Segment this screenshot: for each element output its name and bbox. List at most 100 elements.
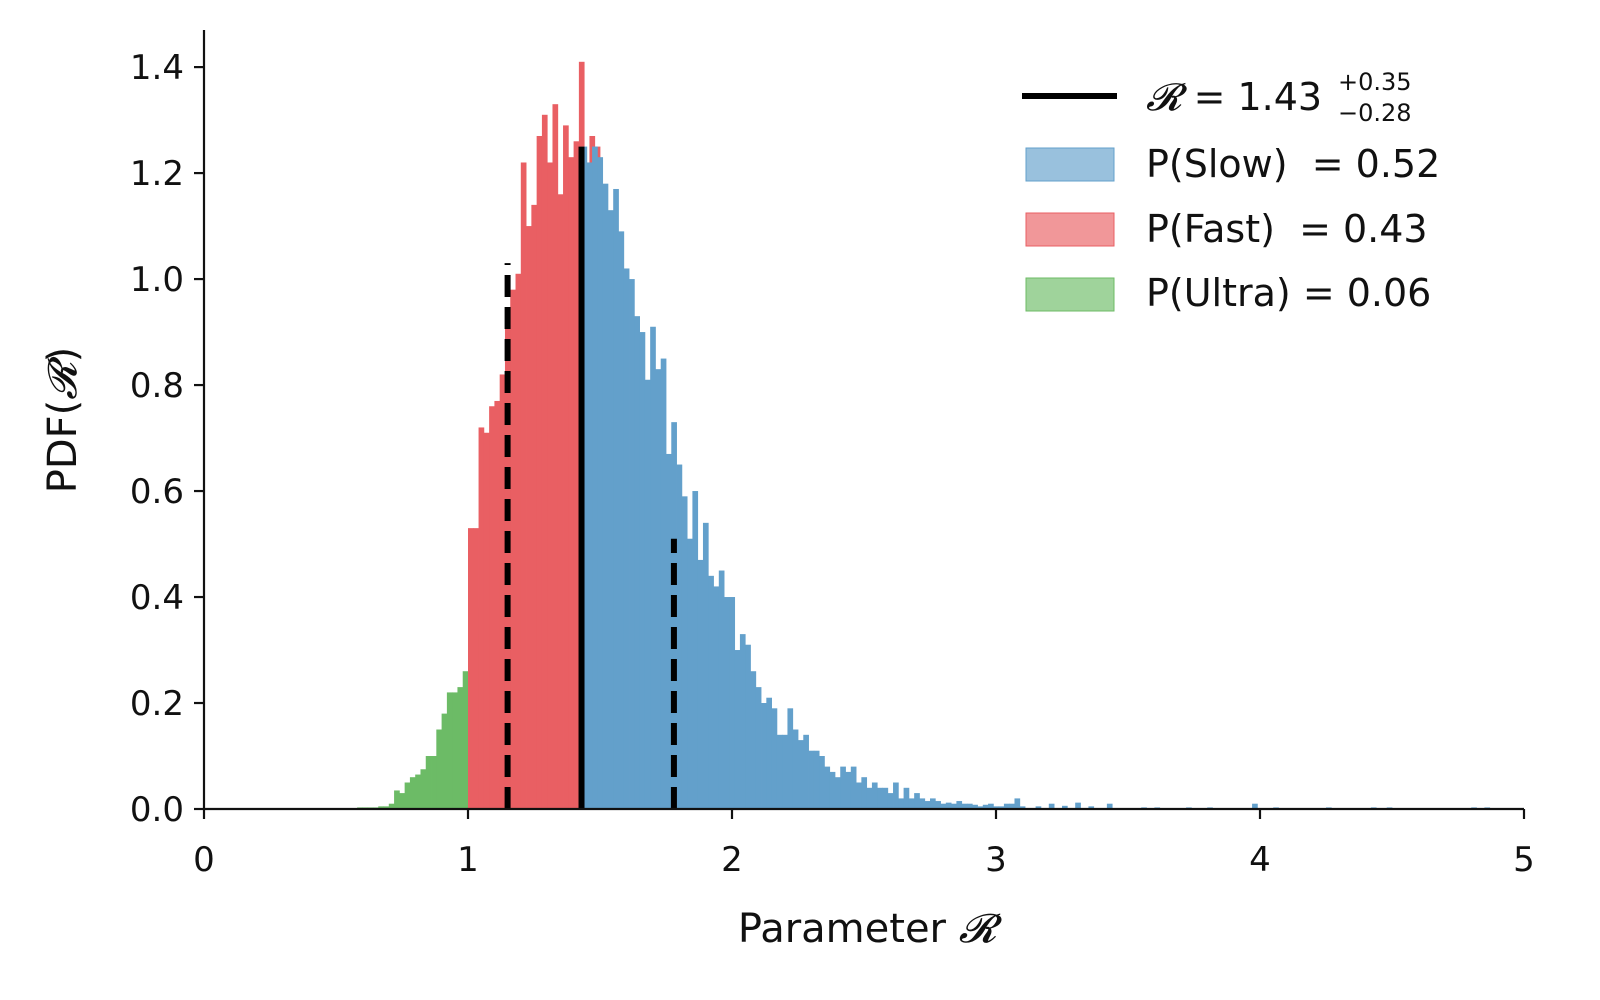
bar-pslow-24 (708, 575, 714, 809)
bar-pslow-56 (877, 787, 883, 809)
bar-pslow-88 (1088, 806, 1095, 809)
bar-pslow-77 (988, 803, 994, 809)
bar-pslow-64 (919, 798, 926, 809)
legend: 𝓡 = 1.43 +0.35 −0.28 P(Slow) = 0.52 P(Fa… (1022, 68, 1440, 315)
bar-pslow-3 (597, 157, 604, 809)
bar-pslow-79 (998, 806, 1005, 809)
bar-pslow-38 (782, 734, 788, 809)
credible-interval-lines (504, 146, 677, 809)
bar-pfast-13 (536, 135, 543, 810)
bar-pslow-29 (734, 650, 741, 809)
bar-pslow-35 (766, 697, 772, 809)
bar-pslow-19 (681, 496, 688, 809)
bar-pslow-71 (956, 801, 963, 809)
bar-pslow-84 (1035, 806, 1042, 809)
bar-pfast-0 (468, 528, 474, 809)
bar-pslow-12 (644, 379, 651, 809)
x-axis-ticks: 0 1 2 3 4 5 (193, 809, 1535, 880)
bar-pslow-50 (845, 771, 852, 809)
bar-pslow-14 (655, 369, 662, 809)
bar-pslow-61 (903, 787, 910, 809)
bar-pultra-13 (425, 756, 432, 809)
bar-pslow-62 (908, 798, 915, 809)
bar-pslow-31 (745, 644, 751, 809)
bar-pfast-2 (478, 427, 485, 809)
y-axis-title-symbol: 𝓡 (40, 356, 86, 400)
legend-median-sub: −0.28 (1338, 99, 1412, 127)
bar-pslow-13 (650, 326, 656, 809)
bar-pslow-7 (618, 231, 625, 809)
bar-pslow-70 (951, 803, 957, 809)
bar-pfast-18 (563, 125, 569, 809)
bar-pfast-15 (547, 162, 553, 810)
bar-pslow-89 (1106, 803, 1113, 809)
bar-pslow-27 (724, 597, 730, 809)
bar-pslow-60 (898, 798, 904, 809)
bar-pfast-1 (473, 528, 479, 809)
x-axis-title-text: Parameter (738, 906, 959, 952)
x-tick-label-4: 4 (1249, 840, 1271, 880)
bar-pslow-6 (613, 188, 619, 810)
bar-pultra-8 (399, 793, 406, 809)
bar-pslow-8 (623, 268, 630, 810)
y-tick-label-7: 1.4 (130, 48, 184, 88)
y-axis-title-suffix: ) (40, 347, 86, 363)
bar-pultra-10 (409, 777, 416, 809)
legend-ultra-swatch (1025, 277, 1115, 312)
bar-pslow-69 (945, 802, 952, 809)
bar-pslow-20 (687, 538, 693, 809)
legend-median-label: 𝓡 = 1.43 (1146, 75, 1322, 119)
bar-pslow-54 (866, 787, 873, 809)
bar-pslow-94 (1252, 803, 1258, 809)
bar-pslow-36 (771, 708, 778, 809)
bar-pslow-4 (602, 183, 609, 809)
bar-pultra-12 (420, 769, 427, 809)
bar-pslow-42 (803, 734, 809, 809)
bar-pslow-41 (798, 740, 804, 809)
bar-pfast-3 (483, 432, 490, 809)
legend-slow-swatch (1025, 147, 1115, 182)
bar-pultra-11 (415, 774, 421, 809)
bar-pslow-65 (924, 801, 931, 809)
bar-pslow-16 (666, 453, 672, 809)
legend-ultra-label: P(Ultra) = 0.06 (1146, 271, 1431, 315)
bar-pslow-63 (914, 793, 920, 809)
bar-pslow-74 (972, 804, 978, 809)
bar-pslow-81 (1009, 803, 1015, 809)
bar-pslow-51 (850, 766, 857, 809)
bar-pslow-57 (882, 787, 889, 809)
bar-pslow-68 (940, 803, 947, 809)
bar-pslow-78 (993, 806, 1000, 809)
bar-pultra-16 (441, 713, 448, 809)
bar-pfast-10 (520, 162, 527, 810)
x-tick-label-3: 3 (985, 840, 1007, 880)
bar-pultra-18 (452, 692, 458, 809)
bar-pfast-5 (494, 400, 501, 809)
bar-pslow-59 (893, 782, 899, 809)
bar-pfast-16 (552, 104, 559, 809)
bar-pultra-4 (378, 806, 384, 809)
bar-pslow-33 (755, 687, 762, 809)
legend-slow-label: P(Slow) = 0.52 (1146, 142, 1440, 186)
bar-pfast-9 (515, 273, 522, 809)
y-axis-ticks: 0.0 0.2 0.4 0.6 0.8 1.0 1.2 1.4 (130, 48, 204, 830)
bar-pslow-75 (977, 806, 984, 809)
bar-pslow-23 (702, 522, 709, 809)
bar-pslow-53 (861, 777, 868, 809)
bar-pslow-72 (961, 803, 968, 809)
x-axis-title-symbol: 𝓡 (959, 906, 1003, 952)
y-tick-label-4: 0.8 (130, 366, 184, 406)
bar-pslow-73 (966, 803, 973, 809)
bar-pslow-26 (718, 570, 725, 809)
y-tick-label-1: 0.2 (130, 684, 184, 724)
x-tick-label-1: 1 (457, 840, 479, 880)
bar-pslow-28 (729, 597, 736, 809)
bar-pslow-55 (871, 782, 878, 809)
bar-pslow-87 (1075, 802, 1081, 809)
bar-pslow-80 (1003, 803, 1010, 809)
bar-pfast-17 (557, 194, 564, 809)
bar-pfast-19 (568, 157, 574, 809)
bar-pfast-4 (489, 406, 495, 809)
bar-pslow-85 (1048, 803, 1055, 809)
bar-pslow-18 (676, 464, 683, 809)
